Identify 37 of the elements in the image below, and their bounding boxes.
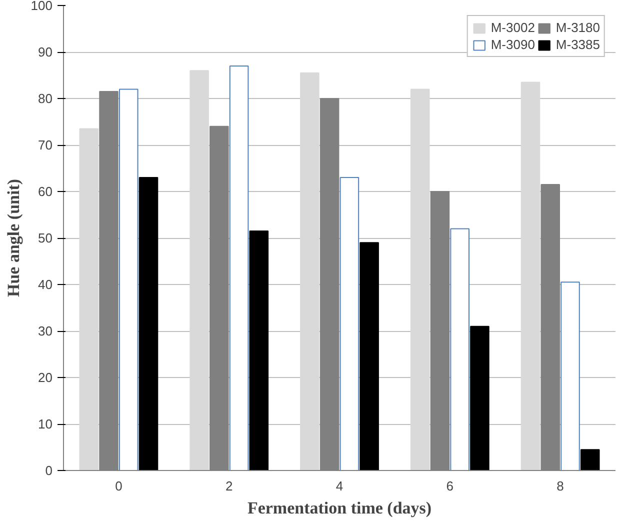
legend-label: M-3385 xyxy=(556,37,600,52)
legend-label: M-3090 xyxy=(490,37,535,52)
bar xyxy=(249,230,269,470)
y-tick-label: 30 xyxy=(38,324,53,338)
bar xyxy=(138,177,158,470)
legend-label: M-3180 xyxy=(556,20,600,35)
y-tick-label: 20 xyxy=(38,370,53,385)
bar xyxy=(229,65,249,470)
x-tick-label: 4 xyxy=(336,478,344,494)
y-tick-label: 60 xyxy=(38,184,53,199)
x-tick-label: 8 xyxy=(556,478,564,494)
bar xyxy=(360,242,379,470)
bar xyxy=(79,128,99,470)
y-axis-title: Hue angle (unit) xyxy=(4,178,23,298)
x-tick-label: 2 xyxy=(225,478,233,494)
bar xyxy=(340,177,360,470)
y-tick-label: 50 xyxy=(38,230,53,246)
bar xyxy=(118,88,138,470)
bar xyxy=(190,70,209,470)
y-tick-label: 0 xyxy=(45,463,53,478)
y-tick-label: 80 xyxy=(38,91,53,106)
y-tick-label: 70 xyxy=(38,138,53,152)
bar xyxy=(450,228,470,470)
bar xyxy=(520,82,540,470)
bar xyxy=(580,449,600,470)
x-tick-label: 0 xyxy=(115,478,122,494)
bar xyxy=(410,88,430,470)
x-tick-label: 6 xyxy=(446,478,454,494)
x-axis-title: Fermentation time (days) xyxy=(247,498,432,518)
bar xyxy=(470,326,490,470)
y-tick-label: 100 xyxy=(30,0,53,13)
y-tick-label: 10 xyxy=(38,416,53,432)
legend-label: M-3002 xyxy=(490,20,535,35)
bar xyxy=(560,282,580,470)
bar xyxy=(300,72,320,470)
y-tick-label: 40 xyxy=(38,277,53,292)
y-tick-label: 90 xyxy=(38,44,53,60)
